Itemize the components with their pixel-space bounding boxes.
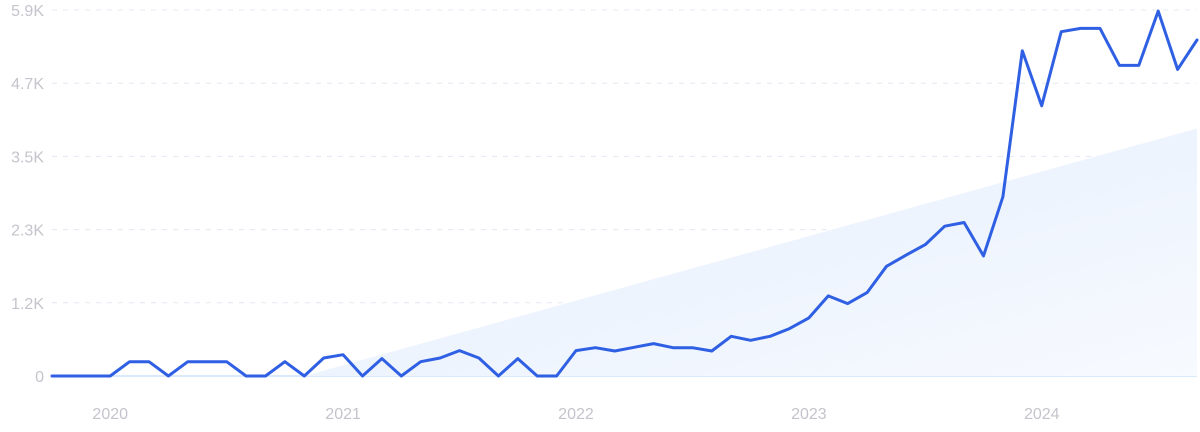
- y-tick-label: 1.2K: [11, 296, 44, 313]
- y-tick-label: 5.9K: [11, 3, 44, 20]
- x-tick-label: 2021: [325, 406, 361, 423]
- trend-area: [304, 128, 1197, 376]
- data-line: [50, 9, 1199, 378]
- y-axis: 0 1.2K 2.3K 3.5K 4.7K 5.9K: [11, 3, 44, 386]
- y-tick-label: 2.3K: [11, 223, 44, 240]
- y-tick-label: 4.7K: [11, 76, 44, 93]
- series-line: [50, 9, 1199, 378]
- x-axis: 2020 2021 2022 2023 2024: [92, 406, 1059, 423]
- x-tick-label: 2022: [558, 406, 594, 423]
- y-tick-label: 3.5K: [11, 149, 44, 166]
- x-tick-label: 2024: [1024, 406, 1060, 423]
- trend-fill: [304, 128, 1197, 376]
- x-tick-label: 2023: [791, 406, 827, 423]
- x-tick-label: 2020: [92, 406, 128, 423]
- y-tick-label: 0: [35, 369, 44, 386]
